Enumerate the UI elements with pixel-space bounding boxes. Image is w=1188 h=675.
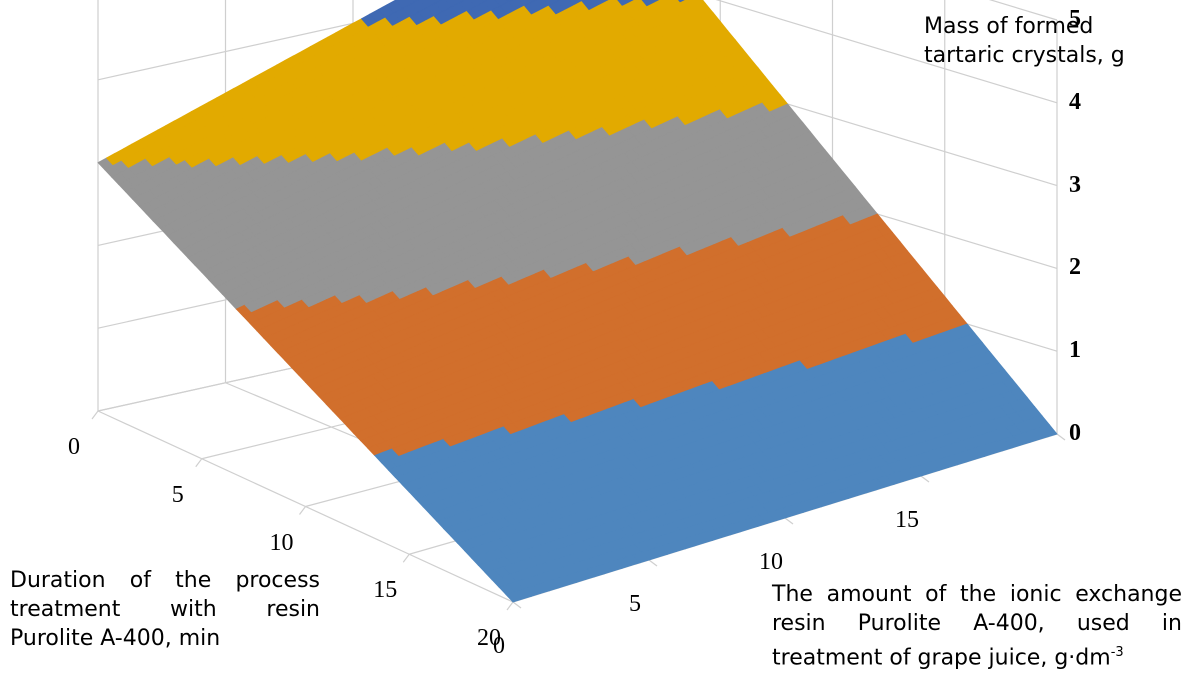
y-axis-title-line-1: The amount of the ionic exchange [772, 580, 1182, 609]
z-tick-label: 5 [1069, 5, 1081, 34]
y-tick-mark [649, 560, 657, 566]
y-axis-title-superscript: -3 [1111, 645, 1124, 660]
x-axis-title-line-3: Purolite A-400, min [10, 624, 320, 653]
z-tick-label: 1 [1069, 336, 1081, 365]
x-tick-label: 10 [270, 529, 294, 558]
x-tick-label: 15 [373, 576, 397, 605]
z-axis-title: Mass of formed tartaric crystals, g [924, 12, 1184, 70]
x-axis-title-line-2: treatment with resin [10, 595, 320, 624]
y-tick-mark [921, 476, 929, 482]
y-tick-mark [785, 518, 793, 524]
y-tick-label: 0 [493, 632, 505, 661]
x-tick-mark [403, 554, 409, 562]
z-tick-label: 2 [1069, 253, 1081, 282]
x-tick-label: 5 [172, 481, 184, 510]
y-axis-title: The amount of the ionic exchange resin P… [772, 580, 1182, 672]
y-tick-label: 15 [895, 506, 919, 535]
y-tick-mark [1057, 434, 1065, 440]
y-tick-label: 10 [759, 548, 783, 577]
x-axis-title-line-1: Duration of the process [10, 566, 320, 595]
z-axis-title-line-2: tartaric crystals, g [924, 41, 1184, 70]
y-tick-mark [513, 602, 521, 608]
y-axis-title-line-3: treatment of grape juice, g·dm-3 [772, 638, 1182, 672]
z-tick-label: 4 [1069, 88, 1081, 117]
y-axis-title-line-2: resin Purolite A-400, used in [772, 609, 1182, 638]
y-axis-title-text: treatment of grape juice, g·dm [772, 645, 1111, 670]
z-axis-title-line-1: Mass of formed [924, 12, 1184, 41]
x-axis-title: Duration of the process treatment with r… [10, 566, 320, 653]
x-tick-mark [507, 602, 513, 610]
z-tick-label: 0 [1069, 419, 1081, 448]
x-tick-label: 0 [68, 433, 80, 462]
y-tick-label: 5 [629, 590, 641, 619]
x-tick-mark [300, 507, 306, 515]
z-tick-label: 3 [1069, 171, 1081, 200]
x-tick-mark [196, 459, 202, 467]
x-tick-mark [92, 411, 98, 419]
